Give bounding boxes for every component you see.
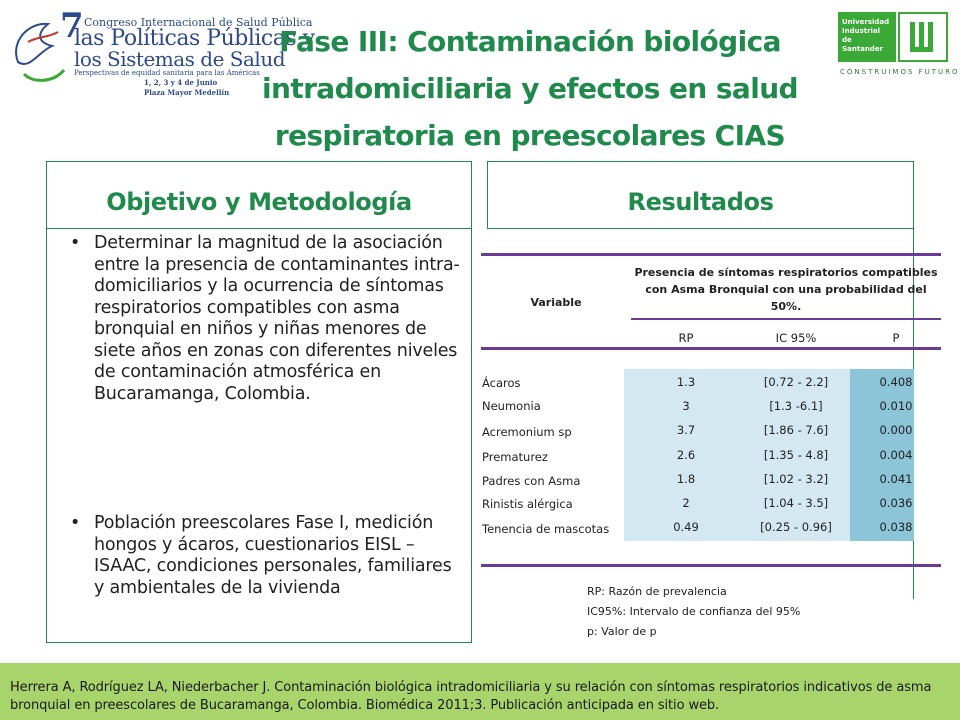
cell-p: 0.041 xyxy=(879,471,913,486)
footer-band xyxy=(0,663,960,720)
page-title: Fase III: Contaminación biológica intrad… xyxy=(261,25,799,152)
note-ic: IC95%: Intervalo de confianza del 95% xyxy=(587,605,801,618)
cell-rp: 2 xyxy=(682,496,690,510)
cell-rp: 1.8 xyxy=(676,471,696,486)
cell-ic: [1.86 - 7.6] xyxy=(763,423,829,438)
congress-line4: Perspectivas de equidad sanitaria para l… xyxy=(74,69,260,77)
objective-panel xyxy=(46,229,472,643)
table-top-rule xyxy=(481,253,941,256)
congress-dates: 1, 2, 3 y 4 de Junio xyxy=(144,78,218,87)
cell-p: 0.000 xyxy=(879,423,913,438)
cell-rp: 1.3 xyxy=(676,375,696,389)
note-rp: RP: Razón de prevalencia xyxy=(587,585,727,598)
cell-ic: [1.02 - 3.2] xyxy=(763,471,829,486)
note-p: p: Valor de p xyxy=(587,625,657,638)
congress-logo: 7 Congreso Internacional de Salud Públic… xyxy=(8,6,315,98)
congress-line2: las Políticas Públicas y xyxy=(74,26,315,51)
cell-variable: Rinistis alérgica xyxy=(482,497,573,511)
table-bottom-rule xyxy=(481,564,941,567)
objective-heading: Objetivo y Metodología xyxy=(46,161,472,229)
congress-line3: los Sistemas de Salud xyxy=(74,47,286,71)
bullet-icon: • xyxy=(70,233,81,253)
table-shade-dark xyxy=(850,369,914,541)
column-header-rp: RP xyxy=(678,331,694,345)
cell-ic: [0.72 - 2.2] xyxy=(763,375,829,389)
bullet-text: Población preescolares Fase I, medición … xyxy=(94,513,452,598)
uis-logo-mark xyxy=(898,12,948,62)
cell-ic: [0.25 - 0.96] xyxy=(760,520,832,535)
cell-rp: 2.6 xyxy=(676,447,696,462)
uis-tagline: CONSTRUIMOS FUTURO xyxy=(840,68,960,76)
group-rule xyxy=(631,318,941,320)
cell-p: 0.004 xyxy=(879,447,913,462)
header-rule xyxy=(481,347,941,350)
bullet-icon: • xyxy=(70,513,81,533)
cell-ic: [1.3 -6.1] xyxy=(769,399,823,414)
cell-rp: 3.7 xyxy=(676,423,696,438)
column-header-p: P xyxy=(892,331,900,345)
bullet-text: Determinar la magnitud de la asociación … xyxy=(94,233,460,404)
cell-rp: 0.49 xyxy=(673,520,699,535)
congress-venue: Plaza Mayor Medellín xyxy=(144,88,230,97)
group-header: Presencia de síntomas respiratorios comp… xyxy=(634,266,938,313)
cell-ic: [1.35 - 4.8] xyxy=(763,447,829,462)
cell-variable: Prematurez xyxy=(482,450,548,464)
variable-header: Variable xyxy=(530,296,582,309)
table-shade-light xyxy=(624,369,850,541)
cell-p: 0.038 xyxy=(879,520,913,535)
cell-p: 0.408 xyxy=(879,375,913,389)
uis-logo-name: Universidad Industrial de Santander xyxy=(838,12,896,62)
cell-p: 0.036 xyxy=(879,496,913,510)
congress-number: 7 xyxy=(60,6,84,46)
congress-line1: Congreso Internacional de Salud Pública xyxy=(84,16,313,29)
objective-bullet: • Determinar la magnitud de la asociació… xyxy=(70,233,466,405)
cell-variable: Padres con Asma xyxy=(482,474,581,488)
cell-variable: Acremonium sp xyxy=(482,425,572,439)
cell-p: 0.010 xyxy=(879,399,913,414)
cell-variable: Neumonia xyxy=(482,399,541,413)
methodology-bullet: • Población preescolares Fase I, medició… xyxy=(70,513,466,599)
results-heading: Resultados xyxy=(487,161,914,229)
dove-icon xyxy=(15,22,66,82)
cell-variable: Tenencia de mascotas xyxy=(482,522,610,536)
column-header-ic: IC 95% xyxy=(775,331,817,345)
cell-rp: 3 xyxy=(682,399,690,414)
cell-ic: [1.04 - 3.5] xyxy=(763,496,829,510)
uis-emblem-icon xyxy=(910,22,933,52)
cell-variable: Ácaros xyxy=(482,376,521,390)
footer-citation: Herrera A, Rodríguez LA, Niederbacher J.… xyxy=(10,680,932,713)
